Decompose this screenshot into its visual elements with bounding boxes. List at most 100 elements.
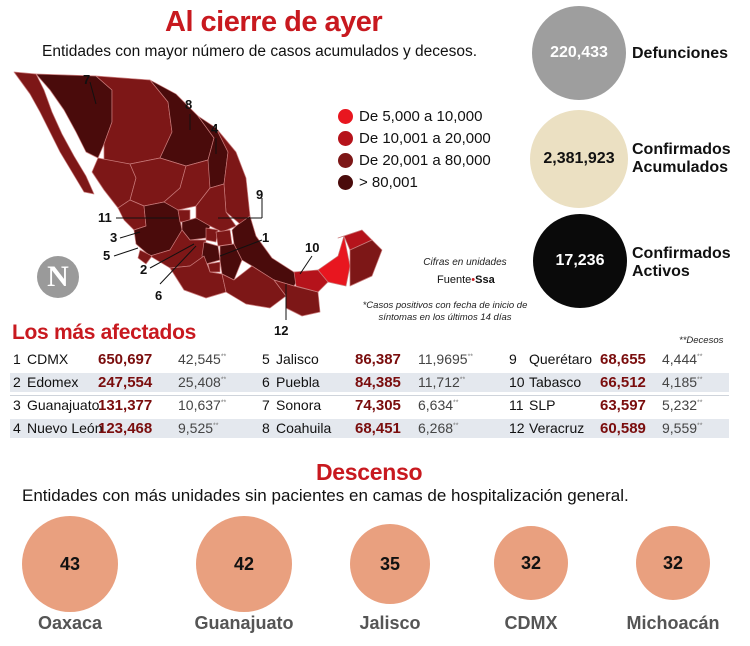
deaths-marker: ** [220, 353, 227, 361]
rank-number: 12 [509, 420, 525, 436]
cases-value: 60,589 [600, 420, 646, 437]
stat-value: 2,381,923 [543, 150, 615, 167]
stat-label: Confirmados Activos [632, 245, 731, 280]
state-name: CDMX [27, 351, 69, 367]
deaths-value: 11,712** [418, 374, 465, 390]
row-bg [10, 396, 729, 415]
descenso-label: Guanajuato [194, 613, 294, 633]
map-state-edomex [201, 241, 221, 265]
map-number: 4 [211, 121, 219, 136]
state-name: Tabasco [529, 374, 582, 390]
rank-number: 2 [13, 374, 21, 390]
rank-number: 5 [262, 351, 270, 367]
deaths-number: 11,712 [418, 374, 460, 390]
legend-swatch [338, 131, 353, 146]
deaths-number: 4,444 [662, 351, 698, 367]
deaths-marker: ** [453, 399, 459, 407]
rank-number: 9 [509, 351, 517, 367]
map-state-queretaro [205, 227, 219, 243]
cases-value: 68,451 [355, 420, 401, 437]
legend-label: De 10,001 a 20,000 [359, 130, 491, 147]
source-value: Ssa [475, 274, 495, 286]
row-bg [10, 350, 729, 369]
cases-value: 74,305 [355, 397, 401, 414]
rank-number: 1 [13, 351, 21, 367]
cases-value: 650,697 [98, 351, 153, 368]
deaths-number: 9,525 [178, 420, 214, 436]
descenso-value: 35 [379, 553, 401, 574]
page-subtitle: Entidades con mayor número de casos acum… [42, 43, 478, 60]
deaths-number: 6,634 [418, 397, 454, 413]
descenso-value: 32 [662, 552, 684, 573]
legend-item: De 20,001 a 80,000 [338, 152, 491, 169]
deaths-number: 4,185 [662, 374, 698, 390]
legend-item: > 80,001 [338, 174, 418, 191]
rank-number: 11 [509, 397, 524, 413]
deaths-value: 42,545** [178, 351, 226, 367]
rank-number: 7 [262, 397, 270, 413]
row-bg [10, 419, 729, 438]
descenso-circle: 32 [636, 526, 710, 600]
state-name: Puebla [276, 374, 320, 390]
stat-label: Defunciones [632, 45, 729, 62]
state-name: Edomex [27, 374, 79, 390]
source-label: Fuente [437, 274, 472, 286]
deaths-value: 11,9695** [418, 351, 473, 367]
deaths-marker: ** [467, 353, 474, 361]
deaths-value: 6,634** [418, 397, 459, 413]
map-state-tabasco [293, 269, 329, 293]
stat-label: Confirmados Acumulados [632, 141, 731, 176]
map-number: 7 [83, 72, 91, 87]
state-name: Nuevo León [27, 420, 103, 436]
stat-circle-defunciones: 220,433 [532, 6, 626, 100]
cases-value: 63,597 [600, 397, 646, 414]
stat-value: 17,236 [555, 252, 605, 269]
descenso-label: CDMX [504, 613, 558, 633]
cases-value: 86,387 [355, 351, 401, 368]
deaths-number: 5,232 [662, 397, 698, 413]
state-name: Coahuila [276, 420, 332, 436]
deaths-value: 4,444** [662, 351, 703, 367]
decesos-note: **Decesos [679, 335, 724, 346]
map-number: 10 [305, 240, 320, 255]
map-number: 12 [274, 323, 289, 338]
legend-label: De 20,001 a 80,000 [359, 152, 491, 169]
deaths-number: 25,408 [178, 374, 221, 390]
deaths-value: 9,559** [662, 420, 703, 436]
descenso-value: 42 [233, 553, 255, 574]
logo-icon: N [37, 256, 79, 298]
descenso-value: 43 [59, 553, 81, 574]
deaths-marker: ** [697, 422, 703, 430]
state-name: Sonora [276, 397, 322, 413]
deaths-value: 9,525** [178, 420, 219, 436]
map-state-baja [13, 71, 95, 195]
divider [10, 395, 729, 396]
note-cifras: Cifras en unidades [423, 257, 507, 268]
row-bg [10, 373, 729, 392]
map-state-colima [137, 249, 153, 265]
rank-number: 8 [262, 420, 270, 436]
descenso-circle: 35 [350, 524, 430, 604]
deaths-marker: ** [213, 422, 219, 430]
legend-label: De 5,000 a 10,000 [359, 108, 483, 125]
state-name: Veracruz [529, 420, 585, 436]
note-casos: *Casos positivos con fecha de inicio de … [362, 300, 528, 323]
deaths-number: 6,268 [418, 420, 454, 436]
deaths-number: 10,637 [178, 397, 221, 413]
legend-item: De 10,001 a 20,000 [338, 130, 491, 147]
map-number: 1 [262, 230, 270, 245]
logo-letter: N [47, 260, 69, 293]
map-number: 9 [256, 187, 264, 202]
map-state-qroo [349, 239, 383, 287]
rank-number: 4 [13, 420, 21, 436]
cases-value: 131,377 [98, 397, 153, 414]
ranking-title: Los más afectados [12, 321, 196, 344]
deaths-marker: ** [697, 353, 703, 361]
mexico-map [13, 71, 383, 320]
page-title: Al cierre de ayer [165, 6, 383, 38]
descenso-subtitle: Entidades con más unidades sin pacientes… [22, 486, 629, 505]
cases-value: 84,385 [355, 374, 401, 391]
map-number: 5 [103, 248, 111, 263]
legend-swatch [338, 175, 353, 190]
legend-swatch [338, 109, 353, 124]
